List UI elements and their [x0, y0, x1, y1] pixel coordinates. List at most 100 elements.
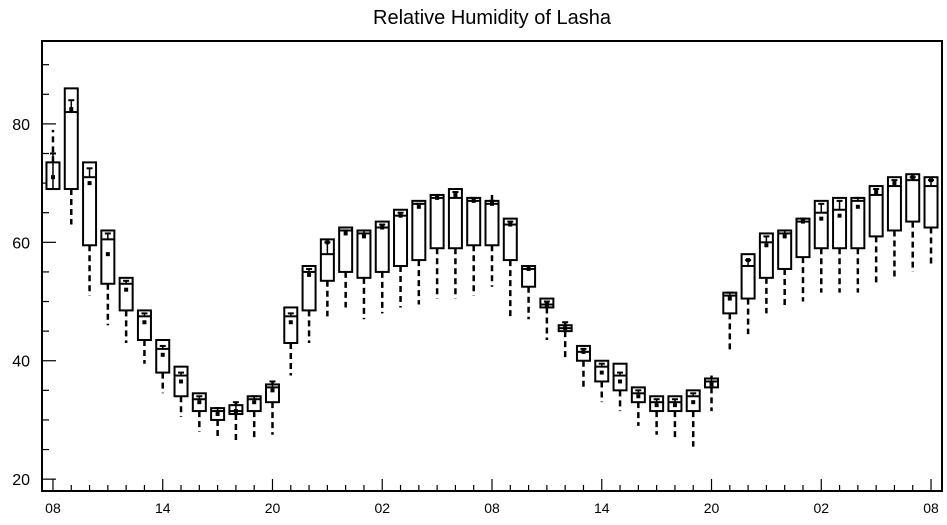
box-group	[649, 395, 665, 435]
y-tick-label: 20	[12, 472, 30, 489]
x-tick-label: 08	[923, 500, 939, 516]
box-body	[338, 226, 354, 273]
box-body	[447, 188, 463, 250]
box-mean-marker	[270, 388, 275, 393]
chart-title: Relative Humidity of Lasha	[373, 7, 612, 29]
box-group	[429, 193, 445, 299]
box-mean-marker	[87, 181, 92, 186]
box-mean-marker	[343, 231, 348, 236]
box-group	[850, 196, 866, 293]
box-group	[466, 196, 482, 296]
box-mean-marker	[50, 175, 55, 180]
box-mean-marker	[197, 400, 202, 405]
box-mean-marker	[819, 216, 824, 221]
box-body	[612, 362, 628, 392]
box-mean-marker	[380, 225, 385, 230]
box-group	[246, 395, 262, 441]
box-group	[374, 220, 390, 314]
x-tick-label: 08	[484, 500, 500, 516]
box-body	[393, 208, 409, 267]
box-body	[319, 238, 335, 282]
plot-frame	[41, 40, 943, 492]
box-group	[411, 199, 427, 305]
box-mean-marker	[160, 352, 165, 357]
box-body	[795, 217, 811, 259]
box-body	[502, 217, 518, 262]
box-body	[484, 199, 500, 247]
box-mean-marker	[636, 394, 641, 399]
box-mean-marker	[563, 326, 568, 331]
box-mean-marker	[69, 107, 74, 112]
box-layer	[45, 87, 939, 447]
box-mean-marker	[800, 219, 805, 224]
box-mean-marker	[764, 243, 769, 248]
box-mean-marker	[435, 195, 440, 200]
box-group	[905, 173, 921, 272]
box-group	[704, 375, 720, 412]
box-mean-marker	[453, 192, 458, 197]
box-body	[100, 229, 116, 285]
box-mean-marker	[929, 178, 934, 183]
box-group	[118, 276, 134, 343]
box-group	[685, 389, 701, 447]
box-mean-marker	[910, 175, 915, 180]
box-mean-marker	[490, 201, 494, 206]
box-mean-marker	[654, 403, 659, 408]
box-body	[886, 176, 902, 232]
box-mean-marker	[599, 370, 604, 375]
box-body	[63, 87, 79, 191]
box-mean-marker	[709, 382, 714, 387]
box-group	[338, 226, 354, 308]
box-group	[832, 196, 848, 293]
box-body	[82, 161, 98, 247]
box-mean-marker	[471, 198, 476, 203]
tick-layer: 20 40 60 80 08 14 20 02 08 14 20 02 08	[12, 64, 939, 516]
box-group	[228, 401, 244, 441]
box-mean-marker	[142, 320, 147, 325]
box-mean-marker	[105, 252, 110, 257]
box-group	[484, 194, 500, 287]
box-mean-marker	[288, 320, 293, 325]
box-group	[155, 339, 171, 394]
box-mean-marker	[581, 349, 586, 354]
box-group	[136, 309, 152, 364]
box-group	[557, 321, 573, 361]
box-mean-marker	[215, 412, 220, 417]
y-tick-label: 80	[12, 117, 30, 134]
box-group	[63, 87, 79, 225]
box-mean-marker	[325, 240, 330, 245]
box-mean-marker	[672, 403, 677, 408]
box-group	[301, 265, 317, 343]
box-body	[429, 193, 445, 250]
x-tick-label: 08	[45, 500, 61, 516]
y-tick-label: 60	[12, 235, 30, 252]
box-body	[118, 276, 134, 312]
box-group	[283, 306, 299, 376]
box-group	[264, 380, 280, 435]
x-tick-label: 20	[704, 500, 720, 516]
box-group	[777, 229, 793, 308]
box-mean-marker	[398, 213, 403, 218]
box-group	[612, 362, 628, 412]
box-mean-marker	[416, 204, 421, 209]
box-group	[82, 161, 98, 296]
box-mean-marker	[691, 400, 696, 405]
box-group	[740, 253, 756, 335]
box-group	[539, 297, 555, 341]
box-group	[758, 232, 774, 314]
box-group	[886, 176, 902, 278]
box-group	[356, 229, 372, 320]
box-group	[210, 407, 226, 438]
box-mean-marker	[746, 258, 751, 263]
box-group	[594, 359, 610, 403]
y-tick-label: 40	[12, 354, 30, 371]
box-group	[191, 392, 207, 432]
box-group	[575, 344, 591, 388]
box-body	[136, 309, 152, 342]
box-mean-marker	[618, 379, 623, 384]
box-mean-marker	[508, 222, 513, 227]
box-group	[45, 129, 61, 191]
box-group	[667, 395, 683, 441]
